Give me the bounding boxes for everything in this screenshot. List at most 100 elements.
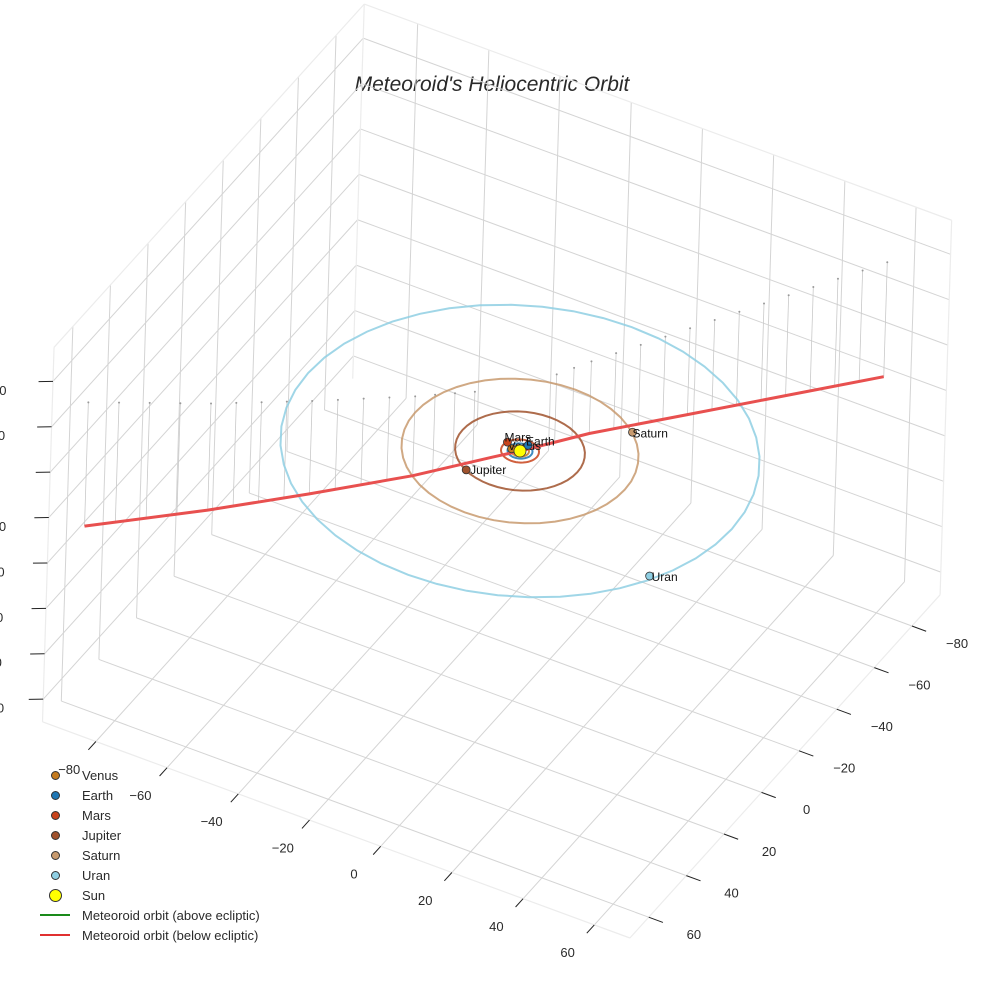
axis-ticks: −80 −60 −40 −20 0 20 40 60 −80 −60 −40 −20 0 20 40 60 40… — [0, 380, 968, 960]
drop-line-cap — [414, 395, 417, 398]
y-axis-tick — [761, 791, 776, 799]
drop-line — [809, 286, 814, 391]
jupiter-label: Jupiter — [470, 463, 506, 477]
legend-label: Sun — [82, 887, 106, 903]
grid-line — [357, 219, 946, 437]
saturn-marker[interactable] — [628, 427, 637, 437]
x-axis-tick — [372, 845, 382, 855]
grid-line — [358, 173, 947, 391]
drop-line — [637, 344, 642, 425]
legend-item-mars[interactable]: Mars — [38, 805, 260, 825]
drop-line-cap — [148, 401, 151, 404]
x-axis-tick-label: 40 — [489, 919, 503, 934]
z-axis-tick-label: −40 — [0, 564, 5, 579]
drop-line — [176, 403, 181, 515]
z-axis-tick-label: −20 — [0, 519, 6, 534]
x-axis-tick-label: 0 — [350, 867, 357, 882]
legend-item-jupiter[interactable]: Jupiter — [38, 825, 260, 845]
grid-line — [380, 502, 692, 847]
drop-line-cap — [590, 360, 593, 363]
grid-line — [98, 284, 111, 660]
y-axis-tick — [798, 750, 814, 757]
y-axis-tick — [686, 875, 701, 882]
uran-marker[interactable] — [645, 571, 655, 581]
grid-line — [356, 264, 944, 482]
drop-line — [760, 303, 765, 401]
z-axis-tick-label: −60 — [0, 610, 3, 625]
drop-line-cap — [836, 277, 839, 280]
x-axis-tick — [159, 767, 168, 777]
legend-label: Meteoroid orbit (above ecliptic) — [82, 907, 260, 923]
drop-line — [662, 336, 666, 420]
meteoroid-orbit-below-ecliptic[interactable] — [84, 375, 884, 528]
meteoroid-orbit-line[interactable] — [84, 375, 884, 528]
legend-marker-icon — [38, 765, 72, 785]
grid-line — [42, 355, 354, 700]
earth-marker[interactable] — [523, 440, 533, 450]
grid-line — [60, 326, 74, 702]
legend-item-sun[interactable]: Sun — [38, 885, 260, 905]
drop-line — [232, 402, 237, 507]
grid-line — [451, 528, 763, 873]
y-axis-tick — [911, 625, 927, 632]
grid-line — [309, 476, 621, 821]
z-axis-tick-label: 40 — [0, 383, 6, 398]
grid-line — [286, 76, 299, 452]
sun-marker[interactable] — [513, 444, 527, 458]
y-axis-tick — [874, 667, 889, 674]
drop-line — [687, 328, 691, 415]
drop-line — [145, 402, 151, 519]
legend-item-meteoroid-orbit-above-ecliptic[interactable]: Meteoroid orbit (above ecliptic) — [38, 905, 260, 925]
drop-line — [711, 320, 716, 410]
drop-line — [84, 402, 89, 527]
drop-line-cap — [362, 397, 365, 400]
y-axis-tick-label: 40 — [724, 885, 738, 900]
grid-line — [363, 37, 951, 255]
drop-line-cap — [787, 294, 790, 297]
legend-marker-icon — [38, 885, 72, 905]
grid-line — [51, 83, 363, 428]
legend-marker-icon — [38, 805, 72, 825]
drop-line — [114, 402, 120, 523]
drop-line-cap — [285, 400, 288, 403]
grid-line — [211, 160, 224, 535]
drop-line-cap — [639, 343, 642, 346]
x-axis-tick-label: −20 — [272, 840, 294, 855]
legend-item-meteoroid-orbit-below-ecliptic[interactable]: Meteoroid orbit (below ecliptic) — [38, 925, 260, 945]
drop-line-cap — [434, 393, 437, 396]
grid-line — [211, 534, 800, 752]
y-axis-tick — [836, 708, 852, 715]
drop-line — [613, 353, 617, 429]
legend-item-venus[interactable]: Venus — [38, 765, 260, 785]
drop-line-cap — [886, 261, 889, 264]
legend-item-saturn[interactable]: Saturn — [38, 845, 260, 865]
legend-marker-icon — [38, 865, 72, 885]
grid-line — [548, 76, 561, 451]
x-axis-tick-label: 60 — [560, 945, 574, 960]
drop-line — [472, 391, 476, 462]
drop-line — [883, 262, 888, 377]
box-edge — [352, 4, 365, 379]
drop-line — [736, 311, 740, 406]
y-axis-tick-label: 20 — [762, 844, 776, 859]
box-edge — [41, 347, 55, 722]
x-axis-tick-label: −60 — [129, 788, 151, 803]
legend-item-uran[interactable]: Uran — [38, 865, 260, 885]
jupiter-marker[interactable] — [461, 465, 471, 475]
drop-line-cap — [260, 401, 263, 404]
mars-marker[interactable] — [503, 437, 512, 447]
uran-label: Uran — [652, 570, 678, 584]
y-axis-tick-label: −80 — [946, 636, 968, 651]
drop-line-cap — [861, 269, 864, 272]
drop-line-cap — [118, 401, 121, 404]
grid-line — [904, 207, 917, 582]
grid-line — [173, 575, 762, 793]
legend-item-earth[interactable]: Earth — [38, 785, 260, 805]
grid-line — [248, 118, 262, 494]
legend-label: Jupiter — [82, 827, 122, 843]
drop-line-cap — [573, 366, 576, 369]
drop-line — [785, 295, 790, 396]
grid-line — [95, 397, 407, 742]
